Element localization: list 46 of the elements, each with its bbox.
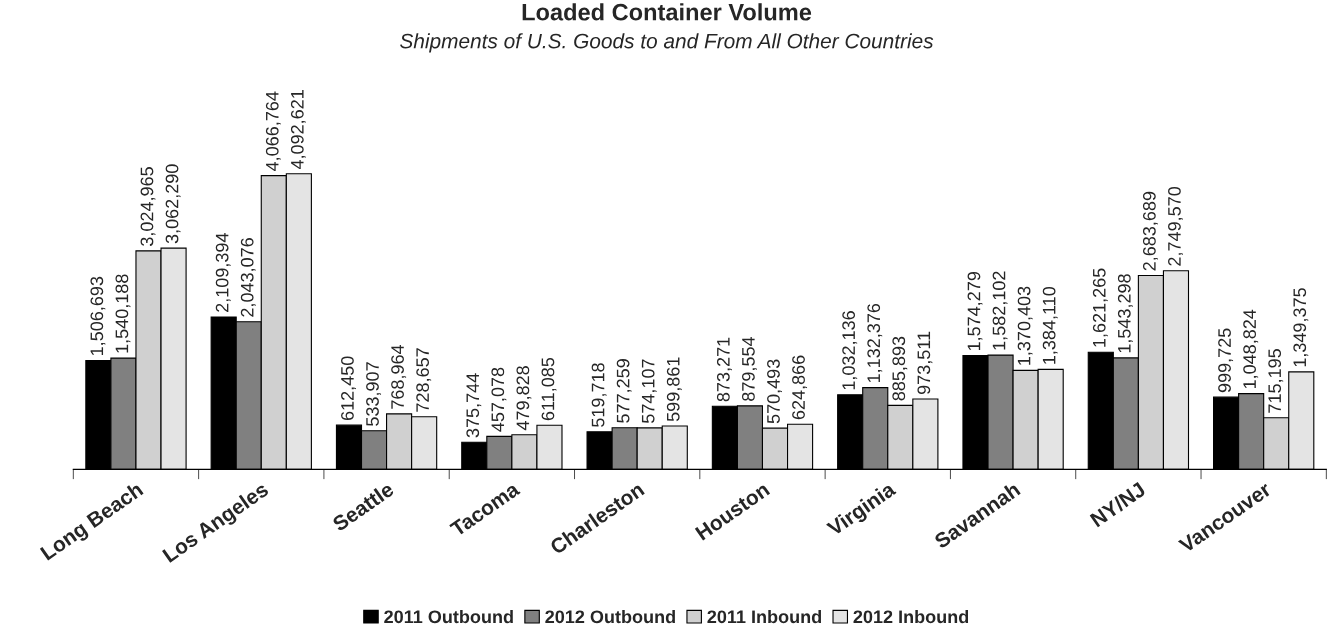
data-label: 879,554 xyxy=(742,336,757,401)
data-label: 715,195 xyxy=(1268,349,1284,413)
data-label: 728,657 xyxy=(416,348,432,412)
data-label: 2,109,394 xyxy=(215,233,231,312)
data-label: 533,907 xyxy=(366,362,382,426)
data-label: 873,271 xyxy=(716,337,732,402)
data-label: 519,718 xyxy=(591,363,607,427)
data-label: 375,744 xyxy=(466,373,482,438)
data-label: 768,964 xyxy=(391,344,407,409)
legend-label: 2011 Inbound xyxy=(707,609,822,624)
data-label: 457,078 xyxy=(491,367,507,432)
data-label: 1,349,375 xyxy=(1293,288,1309,367)
data-label: 479,828 xyxy=(516,366,532,431)
legend-label: 2012 Inbound xyxy=(853,609,969,624)
data-label: 973,511 xyxy=(917,331,933,395)
data-label: 574,107 xyxy=(641,359,657,424)
data-label: 1,543,298 xyxy=(1117,274,1133,353)
chart-subtitle: Shipments of U.S. Goods to and From All Other Countries xyxy=(400,33,934,53)
data-label: 1,032,136 xyxy=(842,311,858,390)
chart-title: Loaded Container Volume xyxy=(522,3,812,21)
data-label: 1,540,188 xyxy=(115,274,131,353)
data-label: 612,450 xyxy=(341,356,356,421)
data-label: 1,506,693 xyxy=(90,276,106,355)
data-label: 1,621,265 xyxy=(1092,268,1108,347)
data-label: 999,725 xyxy=(1218,328,1234,393)
data-label: 624,866 xyxy=(792,355,808,420)
data-label: 3,024,965 xyxy=(140,167,156,246)
data-label: 2,043,076 xyxy=(240,238,256,317)
data-label: 577,259 xyxy=(616,359,632,423)
data-label: 2,683,689 xyxy=(1142,191,1158,271)
data-label: 3,062,290 xyxy=(165,164,181,244)
data-label: 611,085 xyxy=(541,357,557,421)
data-label: 599,861 xyxy=(666,357,682,422)
data-label: 1,370,403 xyxy=(1017,286,1033,365)
data-label: 1,582,102 xyxy=(992,271,1008,350)
legend-label: 2012 Outbound xyxy=(545,609,675,624)
legend-label: 2011 Outbound xyxy=(384,609,513,624)
data-label: 1,574,279 xyxy=(967,272,983,351)
data-label: 2,749,570 xyxy=(1168,186,1183,266)
data-label: 1,384,110 xyxy=(1042,286,1058,364)
data-label: 4,092,621 xyxy=(290,90,306,170)
data-label: 1,048,824 xyxy=(1243,309,1259,389)
data-label: 1,132,376 xyxy=(867,303,883,383)
data-label: 4,066,764 xyxy=(265,91,281,171)
data-label: 885,893 xyxy=(892,336,908,401)
data-label: 570,493 xyxy=(767,359,782,424)
